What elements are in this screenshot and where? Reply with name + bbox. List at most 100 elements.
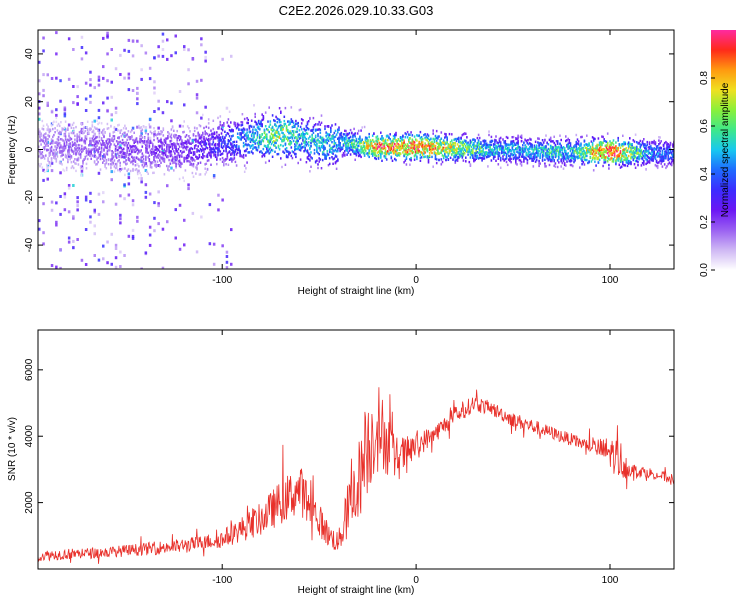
- spectrogram-ridge-cell: [311, 128, 313, 132]
- spectrogram-ridge-cell: [202, 133, 204, 136]
- spectrogram-ridge-cell: [389, 142, 391, 146]
- spectrogram-ridge-cell: [591, 136, 594, 139]
- spectrogram-ridge-cell: [281, 139, 283, 142]
- spectrogram-ridge-cell: [90, 139, 92, 143]
- spectrogram-ridge-cell: [295, 155, 297, 159]
- spectrogram-ridge-cell: [492, 152, 495, 155]
- spectrogram-ridge-cell: [325, 157, 327, 160]
- spectrogram-ridge-cell: [96, 163, 98, 166]
- spectrogram-ridge-cell: [74, 158, 76, 161]
- spectrogram-ridge-cell: [163, 158, 166, 161]
- spectrogram-ridge-cell: [554, 165, 557, 168]
- spectrogram-ridge-cell: [344, 137, 346, 140]
- spectrogram-ridge-cell: [629, 150, 631, 154]
- spectrogram-ridge-cell: [39, 136, 41, 139]
- spectrogram-noise-cell: [123, 48, 126, 52]
- spectrogram-ridge-cell: [175, 166, 177, 169]
- spectrogram-ridge-cell: [125, 134, 127, 137]
- spectrogram-ridge-cell: [565, 158, 567, 161]
- spectrogram-ridge-cell: [526, 139, 529, 142]
- spectrogram-ridge-cell: [250, 119, 253, 122]
- spectrogram-ridge-cell: [247, 151, 249, 154]
- spectrogram-ridge-cell: [556, 159, 559, 162]
- spectrogram-ridge-cell: [117, 124, 119, 127]
- spectrogram-ridge-cell: [590, 140, 593, 143]
- spectrogram-ridge-cell: [77, 152, 80, 155]
- spectrogram-ridge-cell: [602, 164, 604, 168]
- spectrogram-ridge-cell: [99, 142, 102, 145]
- spectrogram-ridge-cell: [157, 132, 160, 136]
- spectrogram-ridge-cell: [280, 157, 282, 160]
- spectrogram-ridge-cell: [268, 142, 270, 145]
- spectrogram-noise-cell: [46, 101, 49, 105]
- spectrogram-ridge-cell: [214, 144, 217, 147]
- spectrogram-ridge-cell: [46, 142, 48, 145]
- spectrogram-ridge-cell: [470, 148, 473, 152]
- spectrogram-ridge-cell: [268, 148, 270, 151]
- spectrogram-ridge-cell: [417, 134, 419, 138]
- spectrogram-ridge-cell: [274, 133, 276, 137]
- spectrogram-ridge-cell: [175, 149, 177, 152]
- spectrogram-ridge-cell: [548, 138, 551, 141]
- spectrogram-ridge-cell: [444, 141, 446, 145]
- spectrogram-noise-cell: [157, 222, 160, 226]
- spectrogram-ridge-cell: [117, 129, 119, 132]
- spectrogram-ridge-cell: [606, 132, 609, 135]
- spectrogram-ridge-cell: [138, 149, 140, 152]
- spectrogram-ridge-cell: [334, 148, 337, 152]
- spectrogram-noise-cell: [38, 92, 41, 96]
- spectrogram-ridge-cell: [460, 136, 462, 139]
- spectrogram-ridge-cell: [384, 153, 387, 156]
- spectrogram-noise-cell: [80, 127, 84, 131]
- spectrogram-ridge-cell: [204, 173, 206, 176]
- spectrogram-ridge-cell: [517, 156, 519, 160]
- spectrogram-ridge-cell: [129, 130, 132, 134]
- spectrogram-ridge-cell: [256, 134, 259, 137]
- spectrogram-ridge-cell: [478, 145, 481, 149]
- spectrogram-ridge-cell: [283, 123, 286, 126]
- spectrogram-ridge-cell: [366, 146, 368, 150]
- spectrogram-ridge-cell: [445, 133, 447, 136]
- spectrogram-noise-cell: [161, 157, 165, 161]
- spectrogram-noise-cell: [110, 118, 113, 122]
- spectrogram-ridge-cell: [431, 143, 433, 146]
- spectrogram-ridge-cell: [427, 141, 430, 144]
- spectrogram-ridge-cell: [570, 159, 573, 162]
- spectrogram-ridge-cell: [509, 149, 511, 152]
- spectrogram-ridge-cell: [455, 152, 458, 156]
- spectrogram-ridge-cell: [75, 125, 77, 129]
- spectrogram-ridge-cell: [325, 134, 327, 138]
- spectrogram-ridge-cell: [57, 135, 60, 139]
- spectrogram-ridge-cell: [463, 132, 466, 135]
- spectrogram-ridge-cell: [383, 145, 386, 148]
- spectrogram-ridge-cell: [307, 144, 310, 147]
- spectrogram-ridge-cell: [100, 143, 103, 146]
- spectrogram-ridge-cell: [418, 149, 420, 153]
- spectrogram-noise-cell: [72, 48, 75, 51]
- spectrogram-ridge-cell: [207, 151, 210, 155]
- spectrogram-ridge-cell: [206, 159, 209, 162]
- spectrogram-ridge-cell: [290, 140, 293, 144]
- spectrogram-ridge-cell: [430, 144, 432, 147]
- spectrogram-noise-cell: [221, 244, 224, 248]
- spectrogram-ridge-cell: [462, 154, 465, 157]
- spectrogram-ridge-cell: [404, 132, 407, 135]
- spectrogram-ridge-cell: [64, 146, 67, 150]
- spectrogram-ridge-cell: [185, 160, 188, 163]
- spectrogram-ridge-cell: [512, 139, 515, 143]
- spectrogram-ridge-cell: [147, 156, 149, 159]
- spectrogram-ridge-cell: [133, 139, 135, 143]
- spectrogram-ridge-cell: [563, 155, 566, 158]
- spectrogram-ridge-cell: [445, 155, 447, 158]
- spectrogram-ridge-cell: [321, 140, 324, 144]
- spectrogram-ridge-cell: [458, 152, 460, 155]
- spectrogram-ridge-cell: [433, 148, 436, 151]
- spectrogram-noise-cell: [114, 127, 118, 131]
- spectrogram-ridge-cell: [118, 146, 120, 149]
- spectrogram-ridge-cell: [97, 129, 99, 132]
- spectrogram-ridge-cell: [314, 123, 317, 126]
- spectrogram-ridge-cell: [247, 137, 249, 141]
- spectrogram-ridge-cell: [64, 145, 67, 148]
- spectrogram-ridge-cell: [186, 156, 189, 160]
- spectrogram-ridge-cell: [175, 134, 177, 137]
